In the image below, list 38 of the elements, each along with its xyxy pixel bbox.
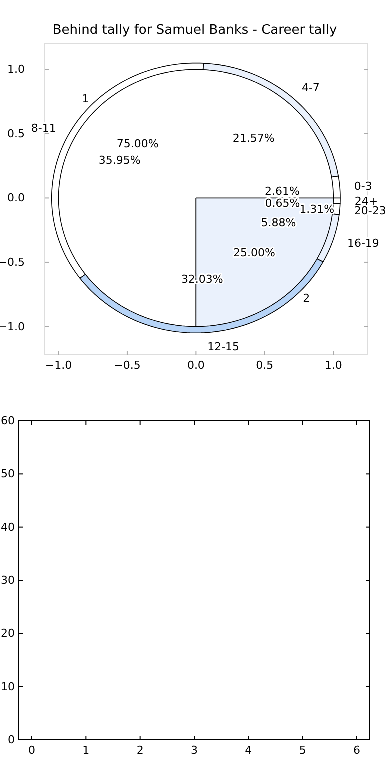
slice-label: 4-7 [302, 82, 320, 95]
y-tick-label: 0 [8, 734, 15, 747]
x-tick-label: 1.0 [324, 358, 342, 372]
y-tick-label: 40 [1, 520, 15, 534]
x-tick-label: 0.5 [256, 358, 274, 372]
slice-label: 16-19 [347, 237, 380, 250]
x-tick-label: 6 [354, 744, 360, 757]
x-tick-label: −0.5 [114, 358, 141, 372]
y-tick-label: 20 [1, 627, 15, 640]
x-tick-label: 5 [299, 744, 306, 757]
y-tick-label: 10 [1, 680, 15, 694]
x-tick-label: 4 [245, 744, 252, 757]
x-tick-label: 0 [28, 744, 36, 757]
data-label: 2.61% [265, 185, 300, 198]
data-label: 75.00% [116, 138, 159, 151]
y-tick-label: 0.0 [8, 192, 25, 205]
slice-label: 12-15 [208, 340, 240, 354]
data-label: 0.65% [265, 197, 300, 210]
slice-label: 1 [82, 92, 90, 106]
data-label: 21.57% [232, 132, 275, 145]
x-tick-label: −1.0 [45, 358, 72, 372]
slice-label: 0-3 [354, 180, 372, 194]
slice-label: 20-23 [354, 204, 386, 218]
x-tick-label: 2 [136, 744, 144, 757]
data-label: 25.00% [234, 246, 276, 260]
slice-label: 8-11 [31, 122, 56, 135]
y-tick-label: 60 [1, 414, 15, 428]
data-label: 35.95% [98, 154, 141, 167]
slice-label: 2 [303, 292, 310, 306]
data-label: 5.88% [261, 216, 296, 230]
y-tick-label: 50 [1, 468, 15, 481]
x-tick-label: 1 [82, 744, 90, 757]
y-tick-label: 1.0 [8, 63, 25, 76]
x-tick-label: 3 [191, 744, 198, 757]
y-tick-label: 30 [1, 574, 15, 588]
x-tick-label: 0.0 [187, 358, 205, 372]
chart-title: Behind tally for Samuel Banks - Career tally [52, 23, 338, 38]
y-tick-label: 0.5 [8, 127, 25, 140]
